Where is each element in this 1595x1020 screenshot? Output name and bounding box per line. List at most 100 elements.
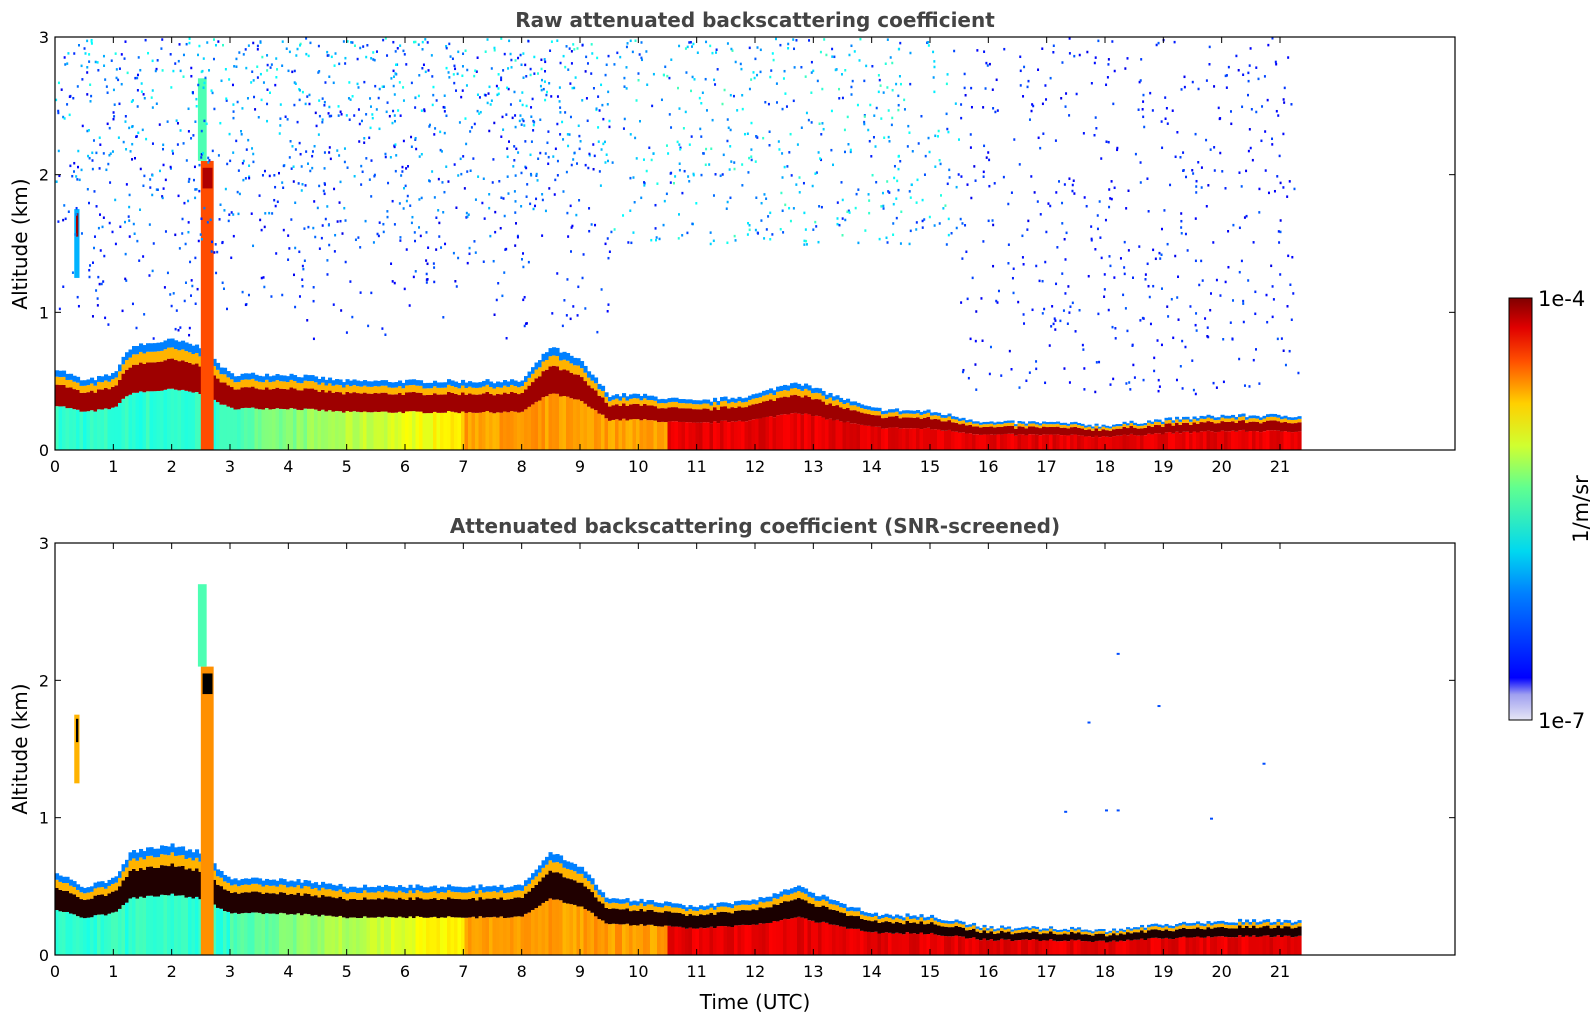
dense-layer-cell xyxy=(646,405,651,421)
layer-edge-cell xyxy=(1035,422,1040,425)
dense-layer-cell xyxy=(576,882,581,907)
layer-fringe-cell xyxy=(1178,925,1183,929)
noise-speckle xyxy=(966,297,969,301)
dense-layer-cell xyxy=(608,406,613,421)
noise-speckle xyxy=(190,294,193,297)
aerosol-cell xyxy=(107,913,112,955)
layer-edge-cell xyxy=(121,356,126,365)
aerosol-cell xyxy=(975,939,980,955)
noise-speckle xyxy=(520,63,523,67)
layer-edge-cell xyxy=(286,376,291,383)
noise-speckle xyxy=(298,98,301,102)
layer-edge-cell xyxy=(863,912,868,916)
noise-speckle xyxy=(547,155,550,159)
noise-speckle xyxy=(1124,67,1127,70)
layer-edge-cell xyxy=(541,353,546,362)
dense-layer-cell xyxy=(552,872,557,900)
dense-layer-cell xyxy=(440,898,445,918)
aerosol-cell xyxy=(807,920,812,955)
layer-edge-cell xyxy=(272,375,277,382)
layer-edge-cell xyxy=(615,394,620,399)
layer-fringe-cell xyxy=(265,885,270,893)
noise-speckle xyxy=(1157,378,1160,382)
aerosol-cell xyxy=(461,411,466,450)
layer-fringe-cell xyxy=(471,387,476,395)
noise-speckle xyxy=(426,278,429,281)
noise-speckle xyxy=(264,212,267,215)
layer-fringe-cell xyxy=(580,368,585,378)
noise-speckle xyxy=(133,156,136,160)
noise-speckle xyxy=(245,66,248,70)
noise-speckle xyxy=(1137,108,1140,111)
dense-layer-cell xyxy=(1056,426,1061,435)
noise-speckle xyxy=(553,193,556,196)
noise-speckle xyxy=(461,89,464,92)
dense-layer-cell xyxy=(706,914,711,928)
aerosol-cell xyxy=(450,917,455,955)
aerosol-cell xyxy=(895,427,900,450)
layer-edge-cell xyxy=(804,383,809,389)
noise-speckle xyxy=(965,250,968,254)
noise-speckle xyxy=(1003,47,1006,51)
dense-layer-cell xyxy=(580,377,585,402)
layer-fringe-cell xyxy=(1056,932,1061,935)
dense-layer-cell xyxy=(996,933,1001,941)
dense-layer-cell xyxy=(996,426,1001,435)
dense-layer-cell xyxy=(1136,428,1141,436)
noise-speckle xyxy=(213,107,216,111)
noise-speckle xyxy=(690,89,693,93)
dense-layer-cell xyxy=(818,399,823,417)
dense-layer-cell xyxy=(846,407,851,422)
layer-edge-cell xyxy=(107,879,112,886)
layer-fringe-cell xyxy=(1017,930,1022,933)
noise-speckle xyxy=(1180,212,1183,215)
noise-speckle xyxy=(203,81,206,85)
aerosol-cell xyxy=(433,916,438,955)
layer-edge-cell xyxy=(832,396,837,401)
aerosol-cell xyxy=(373,917,378,955)
noise-speckle xyxy=(518,119,521,123)
layer-fringe-cell xyxy=(1133,424,1138,428)
layer-fringe-cell xyxy=(674,907,679,913)
noise-speckle xyxy=(1282,186,1285,189)
dense-layer-cell xyxy=(219,382,224,405)
dense-layer-cell xyxy=(1175,422,1180,432)
noise-speckle xyxy=(287,69,290,73)
dense-layer-cell xyxy=(1080,934,1085,942)
aerosol-cell xyxy=(541,902,546,955)
noise-speckle xyxy=(1010,368,1013,371)
layer-edge-cell xyxy=(258,878,263,885)
layer-edge-cell xyxy=(573,863,578,872)
layer-edge-cell xyxy=(937,919,942,922)
layer-edge-cell xyxy=(1266,414,1271,418)
layer-fringe-cell xyxy=(489,387,494,394)
noise-speckle xyxy=(462,155,465,158)
dense-layer-cell xyxy=(422,395,427,414)
noise-speckle xyxy=(251,147,254,150)
dense-layer-cell xyxy=(335,391,340,411)
dense-layer-cell xyxy=(489,898,494,918)
noise-speckle xyxy=(529,202,532,206)
layer-edge-cell xyxy=(307,880,312,887)
layer-fringe-cell xyxy=(940,922,945,927)
noise-speckle xyxy=(1194,323,1197,327)
layer-edge-cell xyxy=(377,885,382,892)
noise-speckle xyxy=(282,164,285,168)
layer-fringe-cell xyxy=(1171,422,1176,426)
noise-speckle xyxy=(879,84,882,87)
layer-edge-cell xyxy=(926,916,931,920)
noise-speckle xyxy=(462,52,465,56)
aerosol-cell xyxy=(720,420,725,450)
aerosol-cell xyxy=(440,412,445,450)
layer-edge-cell xyxy=(825,394,830,400)
layer-edge-cell xyxy=(1136,927,1141,930)
noise-speckle xyxy=(73,170,76,173)
aerosol-cell xyxy=(552,393,557,450)
noise-speckle xyxy=(104,316,107,320)
noise-speckle xyxy=(564,111,567,114)
noise-speckle xyxy=(544,152,547,155)
dense-layer-cell xyxy=(233,389,238,410)
dense-layer-cell xyxy=(695,915,700,929)
aerosol-cell xyxy=(1122,941,1127,955)
dense-layer-cell xyxy=(1161,930,1166,939)
